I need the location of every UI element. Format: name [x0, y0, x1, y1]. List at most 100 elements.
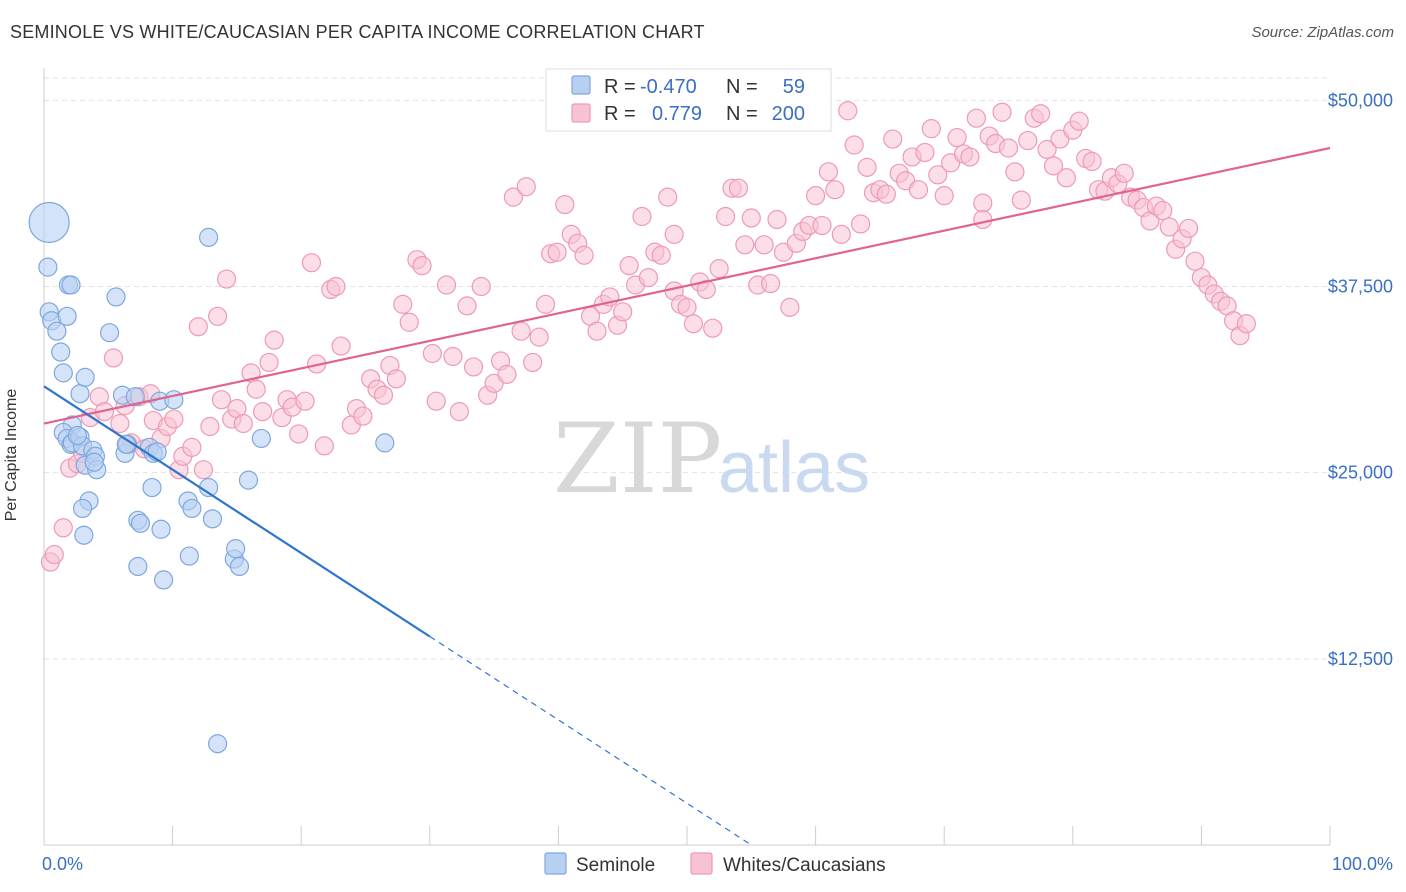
seminole-point-43 [179, 546, 199, 566]
whites-point-9 [103, 348, 124, 368]
whites-point-138 [928, 165, 948, 185]
whites-point-40 [289, 424, 309, 444]
seminole-point-40 [151, 519, 171, 539]
seminole-trend-extension [429, 635, 752, 846]
whites-point-73 [511, 321, 531, 341]
seminole-point-51 [251, 428, 271, 449]
bottom-legend-swatch-whites [690, 852, 713, 875]
whites-point-42 [301, 253, 322, 273]
whites-point-19 [164, 409, 184, 429]
correlation-legend: R = -0.470 N = 59 R = 0.779 N = 200 [545, 68, 832, 132]
seminole-point-41 [153, 570, 174, 590]
whites-point-76 [529, 327, 549, 347]
whites-point-105 [715, 206, 736, 227]
whites-point-187 [664, 224, 684, 244]
legend-swatch-seminole [571, 75, 591, 95]
whites-point-44 [314, 436, 334, 456]
whites-point-64 [449, 402, 469, 422]
seminole-point-35 [128, 556, 148, 577]
whites-point-115 [780, 297, 800, 317]
seminole-point-49 [229, 556, 250, 577]
seminole-trend-line [43, 385, 431, 638]
legend-swatch-whites [571, 103, 591, 123]
whites-point-143 [960, 147, 980, 167]
whites-point-124 [838, 101, 858, 121]
seminole-point-32 [125, 387, 145, 407]
whites-point-120 [812, 215, 832, 236]
series-legend: Seminole Whites/Caucasians [544, 852, 886, 876]
seminole-point-55 [67, 425, 88, 446]
whites-point-79 [547, 242, 567, 262]
whites-point-178 [1185, 251, 1205, 271]
seminole-point-44 [182, 498, 202, 519]
whites-point-107 [728, 178, 749, 198]
whites-point-126 [851, 214, 871, 234]
bottom-legend-label-whites: Whites/Caucasians [723, 855, 886, 876]
trend-lines [43, 146, 1331, 846]
whites-point-61 [426, 391, 446, 411]
seminole-point-26 [74, 525, 94, 545]
bottom-legend-label-seminole: Seminole [576, 855, 655, 876]
y-tick-label-3: $50,000 [1328, 90, 1393, 110]
whites-point-89 [613, 302, 633, 322]
x-tick-labels: 0.0% 100.0% [42, 854, 1393, 874]
seminole-point-4 [47, 321, 67, 341]
source-credit: Source: ZipAtlas.com [1251, 24, 1394, 41]
whites-point-144 [966, 108, 986, 128]
seminole-point-54 [375, 433, 395, 453]
whites-point-46 [326, 276, 346, 297]
whites-point-151 [1011, 190, 1031, 210]
whites-point-95 [651, 245, 671, 265]
seminole-point-0 [28, 201, 70, 244]
legend-n-label-whites: N = [726, 103, 758, 125]
whites-point-27 [211, 390, 232, 410]
whites-point-160 [1069, 111, 1089, 131]
axes [43, 68, 1331, 846]
whites-point-96 [658, 187, 678, 207]
whites-point-22 [182, 437, 202, 457]
whites-point-93 [638, 267, 659, 288]
legend-n-label-seminole: N = [726, 76, 758, 98]
seminole-point-8 [57, 306, 77, 326]
whites-point-83 [574, 245, 594, 265]
whites-point-90 [619, 256, 639, 276]
whites-point-174 [1159, 217, 1179, 237]
seminole-point-1 [38, 257, 58, 277]
whites-point-36 [264, 330, 284, 350]
whites-point-41 [295, 391, 315, 411]
whites-point-56 [393, 294, 413, 314]
whites-point-119 [805, 186, 826, 206]
whites-trend-line [43, 146, 1331, 425]
whites-point-59 [412, 256, 432, 276]
whites-point-57 [399, 312, 419, 332]
x-tick-label-min: 0.0% [42, 854, 83, 874]
seminole-point-5 [51, 342, 71, 362]
seminole-point-46 [202, 509, 223, 529]
whites-point-173 [1153, 200, 1173, 221]
whites-point-152 [1018, 130, 1038, 151]
seminole-point-27 [99, 323, 120, 343]
whites-point-125 [844, 135, 864, 155]
x-tick-label-max: 100.0% [1332, 854, 1393, 874]
whites-point-109 [741, 208, 761, 228]
legend-box [545, 68, 832, 132]
series-seminole [28, 201, 395, 754]
watermark: ZIP atlas [553, 403, 870, 515]
whites-point-63 [443, 346, 463, 367]
whites-point-100 [683, 314, 704, 334]
whites-point-80 [555, 194, 575, 215]
whites-point-188 [973, 209, 993, 230]
whites-point-155 [1037, 139, 1057, 160]
seminole-point-48 [226, 539, 246, 559]
whites-point-72 [503, 187, 523, 207]
whites-point-145 [973, 193, 993, 213]
seminole-point-52 [208, 734, 228, 754]
whites-point-102 [696, 279, 716, 300]
whites-point-35 [259, 352, 279, 373]
whites-point-99 [677, 297, 697, 317]
bottom-legend-swatch-seminole [544, 852, 567, 875]
whites-point-77 [535, 294, 556, 314]
whites-point-71 [497, 364, 517, 384]
whites-point-74 [516, 177, 536, 197]
